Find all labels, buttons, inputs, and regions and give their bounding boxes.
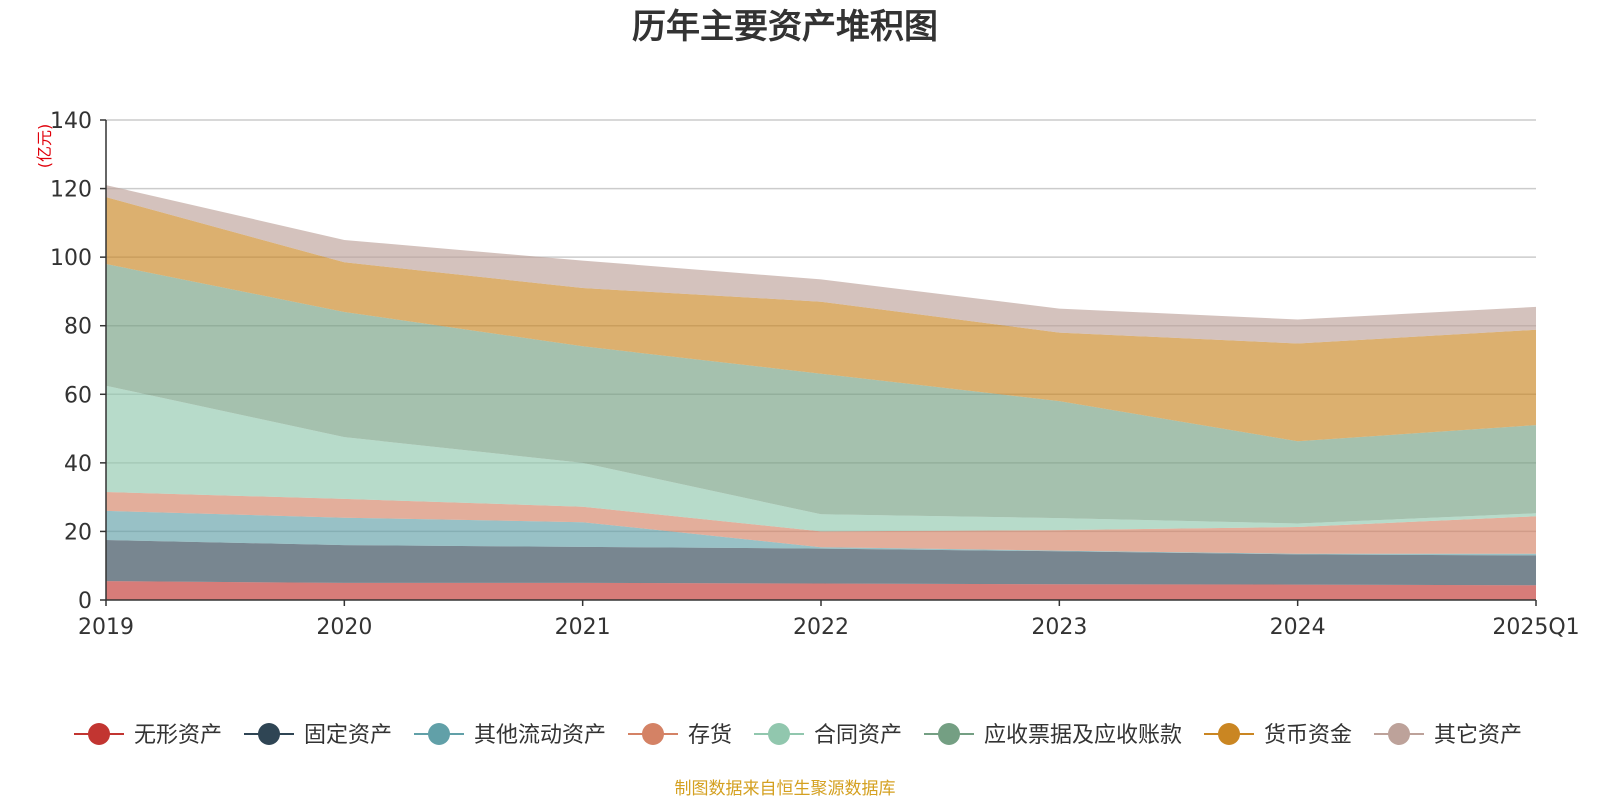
area-series-3 — [106, 492, 1536, 554]
legend-item-3[interactable]: 存货 — [628, 723, 732, 748]
legend-item-0[interactable]: 无形资产 — [74, 723, 222, 748]
legend-label-1: 固定资产 — [304, 723, 392, 748]
source-note: 制图数据来自恒生聚源数据库 — [675, 779, 896, 799]
legend-label-3: 存货 — [688, 723, 732, 748]
area-series-4 — [106, 385, 1536, 532]
legend-item-6[interactable]: 货币资金 — [1204, 723, 1352, 748]
x-tick-label-4: 2023 — [1031, 615, 1087, 640]
legend-item-7[interactable]: 其它资产 — [1374, 723, 1522, 748]
chart-title: 历年主要资产堆积图 — [632, 7, 938, 47]
legend-marker-6 — [1218, 723, 1240, 745]
y-tick-label-0: 0 — [78, 589, 92, 614]
legend-label-0: 无形资产 — [134, 723, 222, 748]
legend-marker-5 — [938, 723, 960, 745]
legend-marker-3 — [642, 723, 664, 745]
legend-label-7: 其它资产 — [1434, 723, 1522, 748]
y-tick-label-1: 20 — [64, 520, 92, 545]
legend-marker-1 — [258, 723, 280, 745]
x-tick-label-3: 2022 — [793, 615, 849, 640]
y-tick-label-7: 140 — [50, 109, 92, 134]
legend-marker-2 — [428, 723, 450, 745]
x-tick-label-2: 2021 — [555, 615, 611, 640]
area-series-6 — [106, 197, 1536, 442]
x-tick-label-6: 2025Q1 — [1492, 615, 1579, 640]
area-series-5 — [106, 264, 1536, 524]
area-series-2 — [106, 510, 1536, 556]
legend-item-2[interactable]: 其他流动资产 — [414, 723, 606, 748]
y-tick-label-5: 100 — [50, 246, 92, 271]
y-axis-unit: (亿元) — [35, 124, 54, 169]
y-tick-label-3: 60 — [64, 383, 92, 408]
legend-marker-7 — [1388, 723, 1410, 745]
legend-item-4[interactable]: 合同资产 — [754, 723, 902, 748]
legend-marker-4 — [768, 723, 790, 745]
y-tick-label-4: 80 — [64, 315, 92, 340]
area-series-group — [106, 185, 1536, 600]
area-series-0 — [106, 581, 1536, 600]
legend-marker-0 — [88, 723, 110, 745]
legend[interactable]: 无形资产 固定资产 其他流动资产 存货 合同资产 应收票据及应收账款 货币资金 其它资产 — [74, 723, 1522, 748]
legend-label-2: 其他流动资产 — [474, 723, 606, 748]
legend-item-5[interactable]: 应收票据及应收账款 — [924, 723, 1182, 748]
x-tick-label-0: 2019 — [78, 615, 134, 640]
x-tick-label-1: 2020 — [316, 615, 372, 640]
y-tick-label-2: 40 — [64, 452, 92, 477]
area-series-1 — [106, 540, 1536, 586]
legend-label-5: 应收票据及应收账款 — [984, 723, 1182, 748]
area-series-7 — [106, 185, 1536, 344]
legend-label-6: 货币资金 — [1264, 723, 1352, 748]
x-tick-label-5: 2024 — [1270, 615, 1326, 640]
legend-label-4: 合同资产 — [814, 723, 902, 748]
axes: 0 20 40 60 80 100 120 140 2019 2020 2021 2022 2023 20… — [50, 109, 1580, 640]
legend-item-1[interactable]: 固定资产 — [244, 723, 392, 748]
y-tick-label-6: 120 — [50, 178, 92, 203]
